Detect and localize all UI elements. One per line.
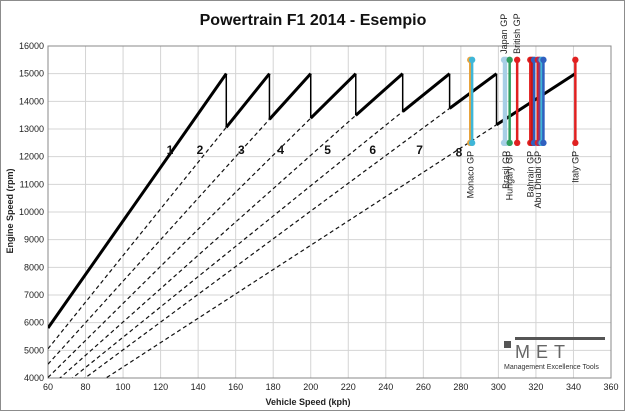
track-marker-dot	[513, 139, 521, 147]
y-tick-label: 7000	[24, 290, 44, 300]
x-axis-label: Vehicle Speed (kph)	[265, 397, 350, 407]
gear-8-dashed-line	[104, 124, 497, 378]
y-tick-label: 8000	[24, 262, 44, 272]
gear-label: 6	[369, 143, 376, 157]
gear-3-dashed-line	[48, 118, 270, 365]
gear-label: 8	[456, 146, 463, 160]
track-marker-dot	[468, 139, 476, 147]
met-logo: MET Management Excellence Tools	[504, 337, 605, 371]
track-label: Brasil GP	[501, 151, 511, 189]
gear-1-solid-line	[48, 72, 228, 329]
gear-5-dashed-line	[59, 114, 357, 378]
gear-2-solid-line	[225, 72, 271, 129]
track-marker-dot	[506, 56, 513, 64]
x-tick-label: 320	[528, 382, 543, 392]
track-marker-dot	[540, 56, 547, 64]
y-tick-label: 9000	[24, 235, 44, 245]
x-tick-label: 220	[341, 382, 356, 392]
logo-bar-icon	[515, 337, 605, 340]
chart-title: Powertrain F1 2014 - Esempio	[200, 12, 427, 29]
gear-label: 3	[238, 143, 245, 157]
track-marker-dot	[513, 56, 521, 64]
axes: 60 80 100 120 140 160 180 200 220 240 260 280 300 320…	[19, 41, 619, 392]
y-tick-label: 11000	[20, 179, 44, 189]
track-label: British GP	[512, 13, 522, 54]
gear-3-solid-line	[268, 72, 312, 121]
track-markers	[467, 56, 579, 147]
gear-label: 2	[197, 143, 204, 157]
y-axis-label: Engine Speed (rpm)	[5, 168, 15, 253]
track-label: Hungary GP	[505, 151, 515, 201]
track-marker-dot	[540, 139, 547, 147]
x-tick-label: 200	[303, 382, 318, 392]
gear-lines	[48, 72, 577, 378]
track-label: Bahrain GP	[525, 151, 535, 198]
gear-label: 7	[416, 143, 423, 157]
x-tick-label: 80	[81, 382, 91, 392]
track-marker-dot	[506, 139, 513, 147]
gear-6-solid-line	[401, 72, 451, 113]
y-tick-label: 6000	[24, 318, 44, 328]
gear-label: 1	[167, 143, 174, 157]
x-tick-label: 280	[453, 382, 468, 392]
track-marker-dot	[468, 56, 476, 64]
gear-label: 4	[277, 143, 284, 157]
gear-5-solid-line	[354, 72, 404, 117]
y-tick-label: 12000	[19, 152, 44, 162]
y-tick-label: 15000	[19, 69, 44, 79]
x-tick-label: 120	[153, 382, 168, 392]
gear-6-dashed-line	[71, 111, 404, 378]
x-tick-label: 240	[378, 382, 393, 392]
gear-7-dashed-line	[84, 107, 450, 378]
track-label: Monaco GP	[465, 151, 475, 199]
x-tick-label: 340	[566, 382, 581, 392]
track-marker-dot	[572, 56, 579, 64]
y-tick-label: 14000	[19, 96, 44, 106]
x-tick-label: 360	[603, 382, 618, 392]
gear-4-dashed-line	[48, 117, 312, 378]
y-tick-label: 10000	[19, 207, 44, 217]
plot-area-border	[47, 45, 612, 379]
labels: 1 2 3 4 5 6 7 8 Monaco GP Japan GP Brasil GPHungar…	[167, 13, 581, 208]
gear-label: 5	[324, 143, 331, 157]
grid	[47, 45, 612, 379]
x-tick-label: 180	[266, 382, 281, 392]
y-tick-label: 4000	[24, 373, 44, 383]
x-tick-label: 300	[491, 382, 506, 392]
logo-brand: MET	[515, 342, 571, 362]
track-label: Japan GP	[499, 14, 509, 54]
track-label: Abu Dhabi GP	[533, 151, 543, 209]
track-marker-dot	[572, 139, 579, 147]
x-tick-label: 100	[116, 382, 131, 392]
logo-square-icon	[504, 341, 511, 348]
logo-tagline: Management Excellence Tools	[504, 364, 599, 371]
gear-4-solid-line	[309, 72, 357, 120]
x-tick-label: 140	[191, 382, 206, 392]
x-tick-label: 60	[43, 382, 53, 392]
y-tick-label: 16000	[19, 41, 44, 51]
x-tick-label: 260	[416, 382, 431, 392]
track-label: Italy GP	[570, 151, 580, 183]
x-tick-label: 160	[228, 382, 243, 392]
gear-2-dashed-line	[48, 126, 227, 350]
y-tick-label: 13000	[19, 124, 44, 134]
y-tick-label: 5000	[24, 345, 44, 355]
